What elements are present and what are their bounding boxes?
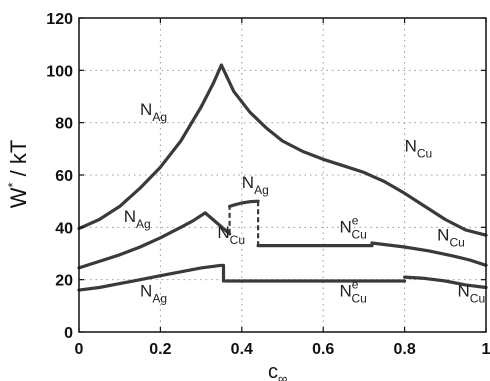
series-layer: [77, 63, 488, 292]
y-tick-label: 0: [64, 325, 73, 342]
x-tick-label: 0: [75, 341, 84, 358]
series-line-2: [219, 63, 488, 237]
curve-label: NAg: [124, 207, 151, 231]
curve-label: NAg: [140, 282, 167, 306]
curve-label: NAg: [242, 173, 269, 197]
x-axis-label-base: c: [268, 361, 278, 381]
curve-label: NAg: [140, 100, 167, 124]
series-line-12: [403, 275, 488, 290]
y-tick-label: 20: [55, 273, 73, 290]
y-tick-label: 60: [55, 168, 73, 185]
curve-label: NCu: [405, 136, 433, 160]
curve-label: NCu: [437, 225, 465, 249]
series-line-8: [370, 241, 488, 267]
x-tick-label: 1: [482, 341, 490, 358]
axis-ticks: [78, 17, 487, 333]
curve-label: NCu: [458, 282, 486, 306]
series-line-3: [77, 211, 232, 270]
y-tick-label: 40: [55, 220, 73, 237]
x-axis-label: c∞: [268, 361, 287, 381]
x-axis-label-sub: ∞: [278, 371, 287, 381]
series-line-5: [228, 199, 260, 208]
curve-annotations: NAg NCu NAg NAg NCu Ne Cu NCu NAg Ne Cu NCu: [124, 100, 485, 306]
curve-label: Ne Cu: [339, 278, 366, 306]
series-line-1: [77, 63, 223, 231]
x-tick-label: 0.6: [312, 341, 334, 358]
x-tick-label: 0.2: [149, 341, 171, 358]
curve-label: NCu: [217, 223, 245, 247]
y-tick-label: 120: [46, 11, 73, 28]
y-axis-label-sup: *: [5, 182, 20, 187]
y-axis-label-base: W: [6, 187, 31, 208]
y-tick-label: 100: [46, 63, 73, 80]
x-tick-label: 0.4: [231, 341, 253, 358]
curve-label: Ne Cu: [339, 214, 366, 242]
x-tick-label: 0.8: [393, 341, 415, 358]
series-line-9: [77, 263, 223, 292]
y-tick-label: 80: [55, 116, 73, 133]
y-axis-label: W* / kT: [5, 140, 31, 209]
tick-labels: 0 0.2 0.4 0.6 0.8 1 0 20 40 60 80 100 120: [46, 11, 490, 358]
y-axis-label-tail: / kT: [6, 140, 31, 183]
